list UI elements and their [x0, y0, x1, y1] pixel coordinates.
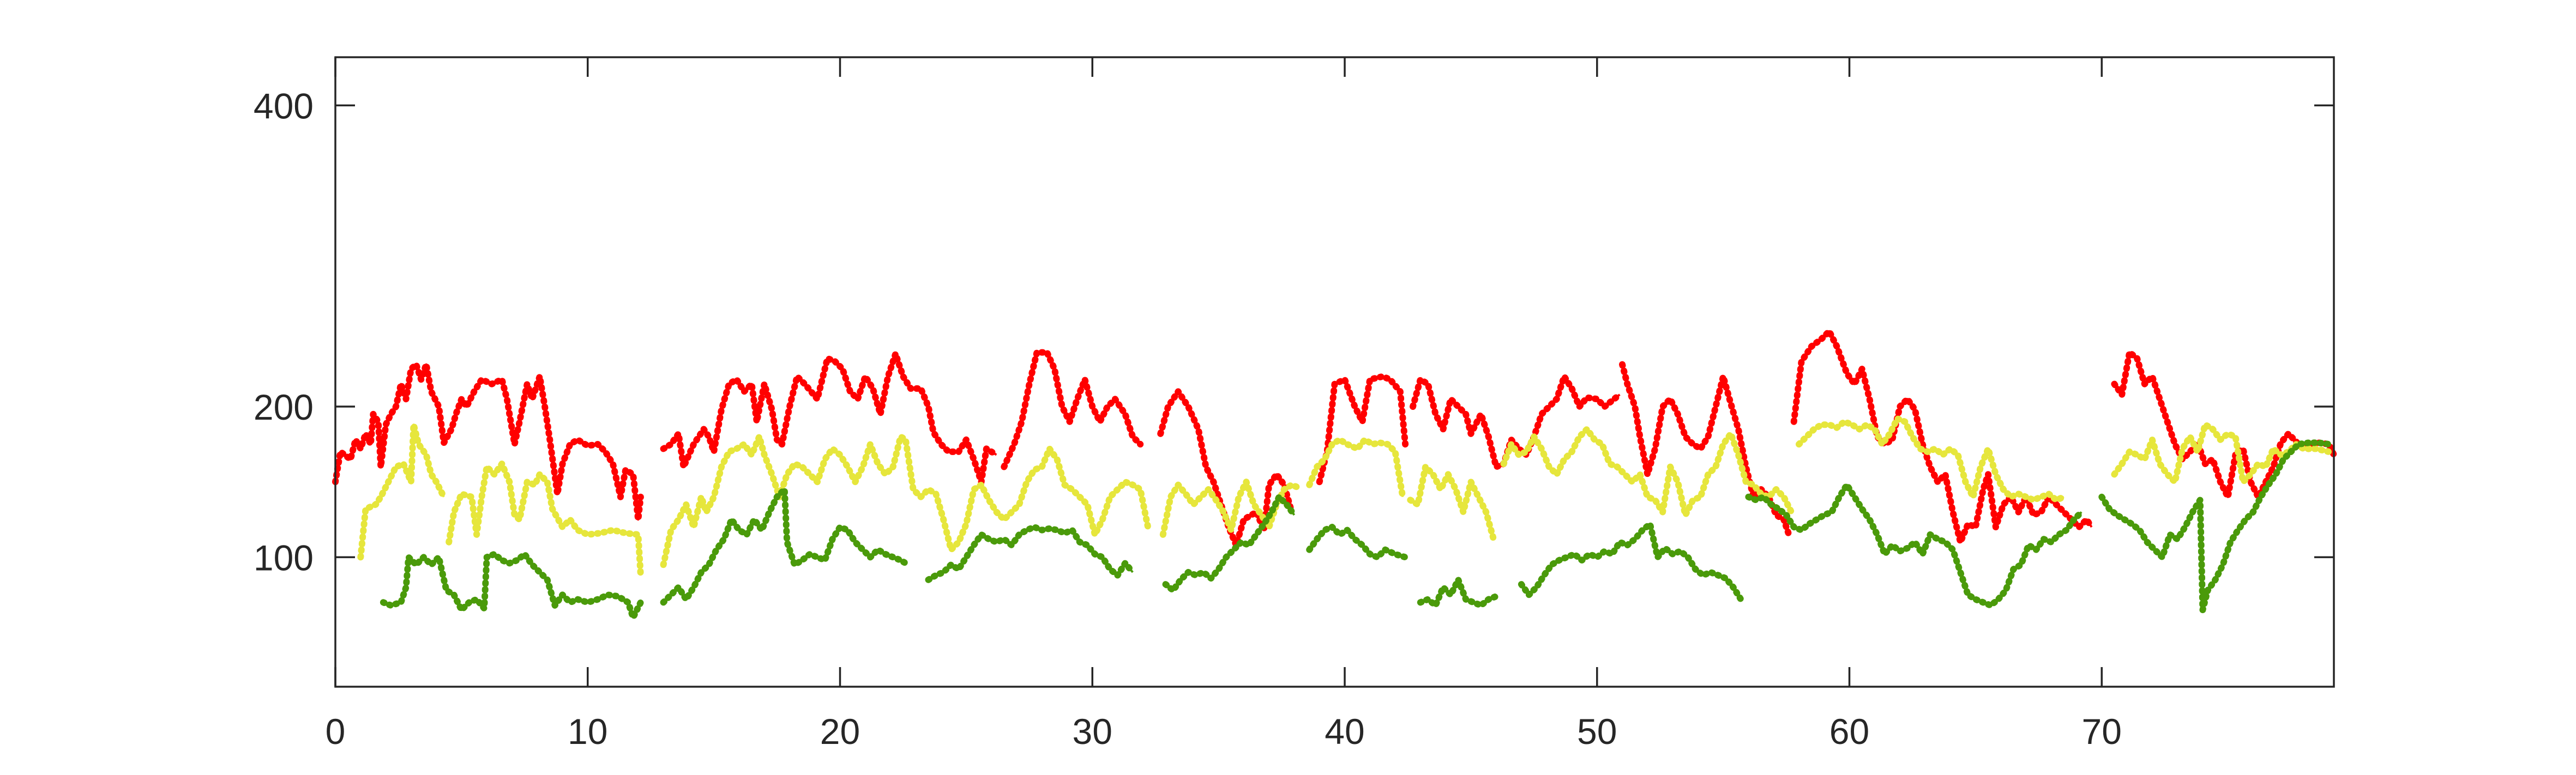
series-layer [332, 328, 2337, 621]
series-3-line-4 [1165, 495, 1296, 592]
series-2-line-7 [1502, 428, 1792, 516]
series-1-line-3 [1003, 351, 1141, 468]
series-2-line-8 [1798, 417, 2065, 501]
series-1-line-5 [1318, 375, 1407, 482]
series-3-line-8 [1748, 483, 2083, 607]
y-tick-label: 100 [254, 537, 314, 578]
series-2-line-1 [359, 423, 445, 558]
x-tick-label: 20 [820, 711, 860, 752]
series-3-line-2 [663, 488, 906, 603]
series-3-line-6 [1420, 578, 1497, 607]
series-3 [380, 439, 2332, 621]
series-1-line-6 [1412, 375, 1621, 468]
series-3-line-3 [928, 526, 1134, 581]
plot-area [335, 57, 2334, 687]
series-1-line-8 [1792, 330, 2093, 543]
series-1-line-2 [663, 353, 997, 483]
series-2 [357, 415, 2332, 579]
x-tick-label: 0 [326, 711, 346, 752]
series-2-line-2 [448, 463, 642, 576]
series-3-line-1 [383, 553, 642, 619]
plot-frame [334, 56, 2335, 688]
x-tick-label: 70 [2082, 711, 2122, 752]
series-1-line-9 [2113, 351, 2335, 498]
tick-layer: 0 10 20 30 40 50 60 70 100 200 400 [254, 57, 2334, 752]
series-1-line-1 [334, 363, 642, 521]
x-tick-label: 30 [1073, 711, 1112, 752]
series-3-line-7 [1520, 523, 1742, 600]
x-tick-label: 10 [568, 711, 607, 752]
series-3-line-9 [2100, 441, 2329, 611]
x-tick-label: 40 [1325, 711, 1364, 752]
series-2-line-3 [662, 435, 1149, 565]
series-2-line-6 [1410, 465, 1495, 540]
y-tick-label: 200 [254, 387, 314, 427]
y-tick-label: 400 [254, 86, 314, 126]
x-tick-label: 50 [1577, 711, 1617, 752]
x-tick-label: 60 [1829, 711, 1869, 752]
series-2-line-9 [2113, 423, 2330, 483]
series-2-line-5 [1308, 438, 1404, 498]
series-3-line-5 [1308, 526, 1406, 559]
